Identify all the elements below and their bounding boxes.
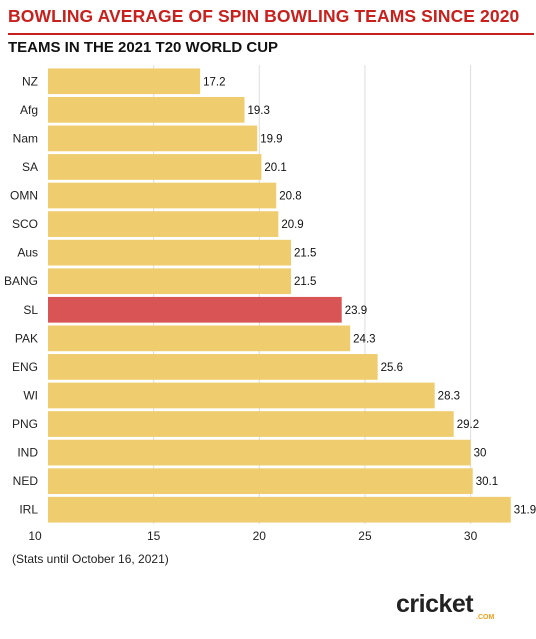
bar <box>48 496 511 523</box>
category-label: ENG <box>12 360 38 374</box>
data-label: 21.5 <box>294 276 316 288</box>
data-label: 20.8 <box>279 191 301 203</box>
data-label: 21.5 <box>294 248 316 260</box>
category-label: Afg <box>20 103 38 117</box>
category-label: NZ <box>22 74 38 88</box>
category-label: Aus <box>17 246 38 260</box>
bar <box>48 154 262 180</box>
stats-note: (Stats until October 16, 2021) <box>12 552 169 566</box>
tick-label: 20 <box>253 529 267 543</box>
bar <box>48 125 258 152</box>
bar <box>48 296 342 323</box>
bar <box>48 411 454 437</box>
data-label: 19.9 <box>260 133 282 145</box>
data-label: 25.6 <box>381 362 403 374</box>
category-label: SA <box>22 160 38 174</box>
data-label: 30 <box>474 448 487 460</box>
category-label: SCO <box>12 217 38 231</box>
category-label: SL <box>23 303 38 317</box>
category-label: WI <box>23 388 38 402</box>
data-label: 24.3 <box>353 333 375 345</box>
bar <box>48 68 201 95</box>
bar <box>48 325 351 352</box>
tick-label: 15 <box>147 529 161 543</box>
brand-logo: cricket <box>396 590 474 618</box>
bar <box>48 268 291 295</box>
data-label: 17.2 <box>203 76 225 88</box>
title-rule <box>8 33 534 35</box>
data-label: 20.9 <box>281 219 303 231</box>
data-label: 28.3 <box>438 390 460 402</box>
category-label: BANG <box>4 274 38 288</box>
bar <box>48 382 435 409</box>
data-label: 19.3 <box>248 105 270 117</box>
bar <box>48 354 378 380</box>
bar <box>48 439 471 466</box>
tick-label: 10 <box>28 529 42 543</box>
category-label: PAK <box>15 331 38 345</box>
tick-label: 25 <box>358 529 372 543</box>
data-label: 31.9 <box>514 505 536 517</box>
bar <box>48 96 245 123</box>
data-label: 30.1 <box>476 476 498 488</box>
category-label: IRL <box>19 503 38 517</box>
data-label: 23.9 <box>345 305 367 317</box>
category-label: IND <box>17 446 38 460</box>
category-label: NED <box>13 474 39 488</box>
brand-logo-suffix: .COM <box>476 614 495 621</box>
data-label: 29.2 <box>457 419 479 431</box>
bar <box>48 211 279 237</box>
category-label: PNG <box>12 417 38 431</box>
category-label: OMN <box>10 189 38 203</box>
chart-title: BOWLING AVERAGE OF SPIN BOWLING TEAMS SI… <box>8 6 520 26</box>
bar <box>48 239 291 266</box>
tick-label: 30 <box>464 529 478 543</box>
chart-subtitle: TEAMS IN THE 2021 T20 WORLD CUP <box>8 39 279 56</box>
bar <box>48 182 277 209</box>
bar <box>48 468 473 495</box>
category-label: Nam <box>13 131 38 145</box>
data-label: 20.1 <box>264 162 286 174</box>
